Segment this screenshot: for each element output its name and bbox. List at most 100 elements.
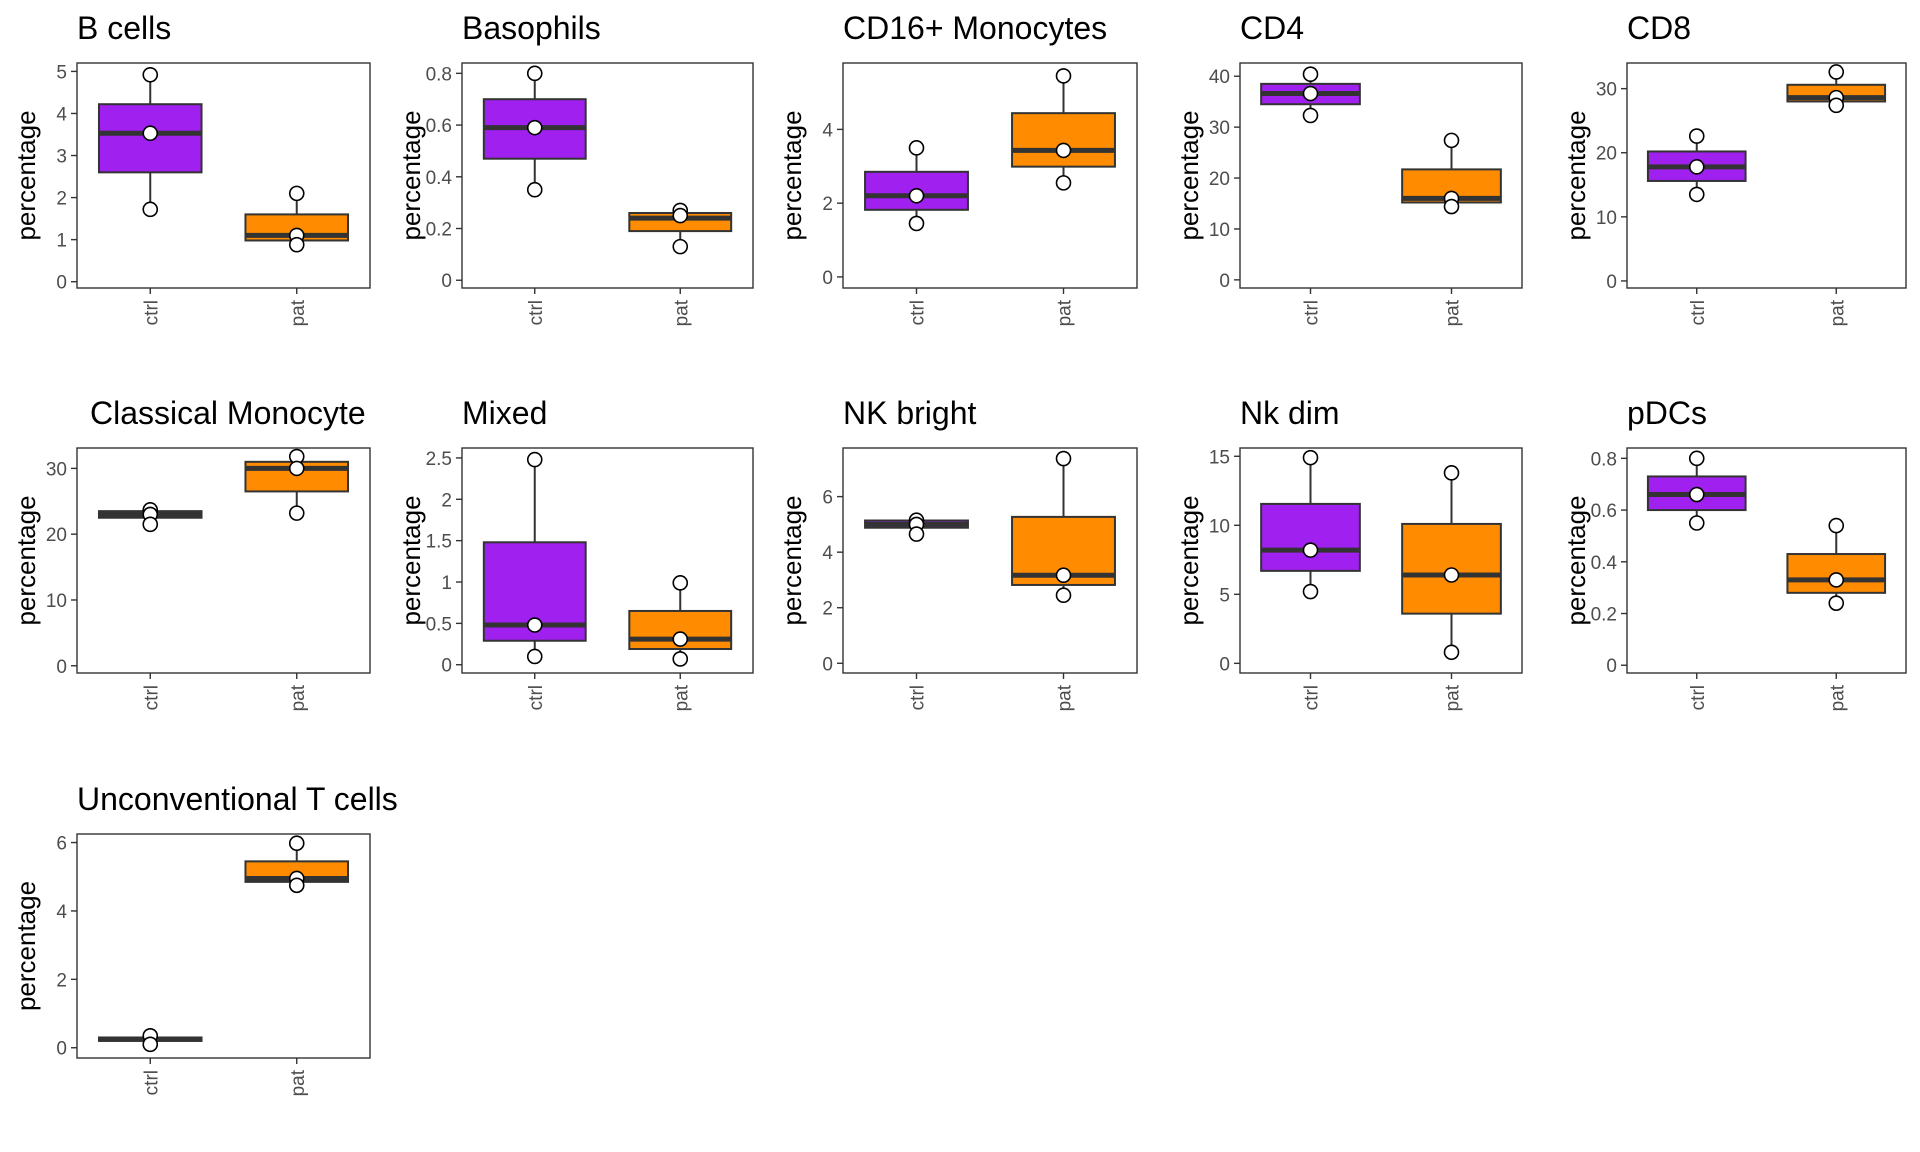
- panel-border: [1239, 62, 1523, 289]
- data-point: [142, 1036, 159, 1053]
- data-point: [1302, 542, 1319, 558]
- box-ctrl: [97, 66, 203, 218]
- x-tick-label-ctrl: ctrl: [526, 300, 547, 325]
- box-ctrl: [482, 451, 587, 665]
- y-axis-label: percentage: [11, 110, 41, 240]
- y-axis-label: percentage: [1561, 110, 1591, 240]
- data-point: [1055, 450, 1072, 467]
- panel-border: [842, 62, 1138, 289]
- panel-b-cells: B cells percentage 0 1 2 3 4 5 ctrl pat: [11, 10, 371, 326]
- data-point: [1688, 450, 1705, 467]
- box-pat: [1786, 517, 1887, 611]
- panel-mixed: Mixed percentage 0 0.5 1 1.5 2 2.5 ctrl pat: [396, 395, 754, 711]
- data-point: [1688, 186, 1705, 203]
- data-point: [672, 651, 689, 667]
- y-tick-label: 3: [56, 147, 67, 168]
- panel-border: [1626, 447, 1907, 674]
- y-tick-label: 2: [822, 194, 833, 215]
- data-point: [1302, 449, 1319, 466]
- data-point: [288, 505, 305, 521]
- box-body: [1260, 502, 1361, 572]
- panel-cd16-monocytes: CD16+ Monocytes percentage 0 2 4 ctrl pat: [777, 10, 1138, 326]
- box-pat: [244, 448, 350, 521]
- x-tick-label-ctrl: ctrl: [1302, 685, 1323, 710]
- data-point: [142, 66, 159, 83]
- box-body: [628, 609, 733, 651]
- panel-border: [461, 447, 754, 674]
- panel-border: [76, 62, 371, 289]
- data-point: [672, 575, 689, 591]
- x-tick-label-ctrl: ctrl: [141, 1070, 162, 1095]
- data-point: [526, 451, 543, 468]
- y-tick-label: 5: [1219, 585, 1230, 606]
- data-point: [908, 215, 925, 232]
- data-point: [1302, 583, 1319, 600]
- data-point: [908, 187, 925, 204]
- x-tick-label-ctrl: ctrl: [526, 685, 547, 710]
- y-axis-label: percentage: [11, 495, 41, 625]
- x-tick-label-pat: pat: [1827, 684, 1848, 711]
- data-point: [142, 201, 159, 218]
- y-tick-label: 0.6: [1591, 501, 1617, 522]
- data-point: [1828, 97, 1845, 114]
- y-tick-label: 0: [56, 657, 67, 678]
- y-tick-label: 0.2: [426, 220, 452, 241]
- panel-title: Classical Monocyte: [90, 395, 366, 431]
- box-pat: [628, 202, 733, 255]
- panel-title: CD4: [1240, 10, 1304, 46]
- panel-pdcs: pDCs percentage 0 0.2 0.4 0.6 0.8 ctrl pat: [1561, 395, 1907, 711]
- y-tick-label: 20: [46, 525, 67, 546]
- y-tick-label: 6: [56, 834, 67, 855]
- data-point: [672, 631, 689, 647]
- x-tick-label-ctrl: ctrl: [1688, 300, 1709, 325]
- y-tick-label: 0: [56, 1039, 67, 1060]
- x-tick-label-pat: pat: [1827, 299, 1848, 326]
- y-tick-label: 0.8: [1591, 449, 1617, 470]
- data-point: [526, 648, 543, 665]
- y-tick-label: 0: [56, 273, 67, 294]
- box-ctrl: [97, 502, 203, 533]
- panel-cd8: CD8 percentage 0 10 20 30 ctrl pat: [1561, 10, 1907, 326]
- y-tick-label: 0: [441, 656, 452, 677]
- x-tick-label-ctrl: ctrl: [908, 685, 929, 710]
- panel-title: NK bright: [843, 395, 977, 431]
- data-point: [288, 236, 305, 253]
- y-tick-label: 1.5: [426, 532, 452, 553]
- data-point: [1688, 128, 1705, 144]
- y-tick-label: 0.5: [426, 614, 452, 635]
- y-tick-label: 4: [822, 543, 833, 564]
- y-tick-label: 4: [822, 120, 833, 141]
- data-point: [672, 207, 689, 224]
- panel-border: [461, 62, 754, 289]
- panel-title: Nk dim: [1240, 395, 1340, 431]
- x-tick-label-ctrl: ctrl: [141, 300, 162, 325]
- box-ctrl: [482, 65, 587, 198]
- y-axis-label: percentage: [1174, 110, 1204, 240]
- y-tick-label: 5: [56, 62, 67, 83]
- box-ctrl: [1260, 449, 1361, 600]
- data-point: [1443, 644, 1460, 661]
- panel-cd4: CD4 percentage 0 10 20 30 40 ctrl pat: [1174, 10, 1523, 326]
- data-point: [142, 125, 159, 142]
- y-tick-label: 30: [1209, 118, 1230, 139]
- y-tick-label: 0: [1606, 272, 1617, 293]
- data-point: [1443, 132, 1460, 149]
- x-tick-label-pat: pat: [1443, 299, 1464, 326]
- y-tick-label: 0.2: [1591, 605, 1617, 626]
- y-tick-label: 0: [1219, 654, 1230, 675]
- y-tick-label: 20: [1596, 144, 1617, 165]
- panel-unconventional-t-cells: Unconventional T cells percentage 0 2 4 6 ctrl…: [11, 781, 398, 1096]
- box-pat: [1011, 68, 1116, 191]
- panel-border: [1239, 447, 1523, 674]
- y-tick-label: 4: [56, 104, 67, 125]
- y-axis-label: percentage: [396, 110, 426, 240]
- box-pat: [244, 835, 350, 894]
- box-ctrl: [864, 140, 969, 232]
- y-tick-label: 15: [1209, 447, 1230, 468]
- panel-border: [76, 833, 371, 1059]
- y-axis-label: percentage: [1561, 495, 1591, 625]
- data-point: [288, 185, 305, 202]
- y-tick-label: 0.6: [426, 116, 452, 137]
- y-tick-label: 40: [1209, 67, 1230, 88]
- box-pat: [628, 575, 733, 667]
